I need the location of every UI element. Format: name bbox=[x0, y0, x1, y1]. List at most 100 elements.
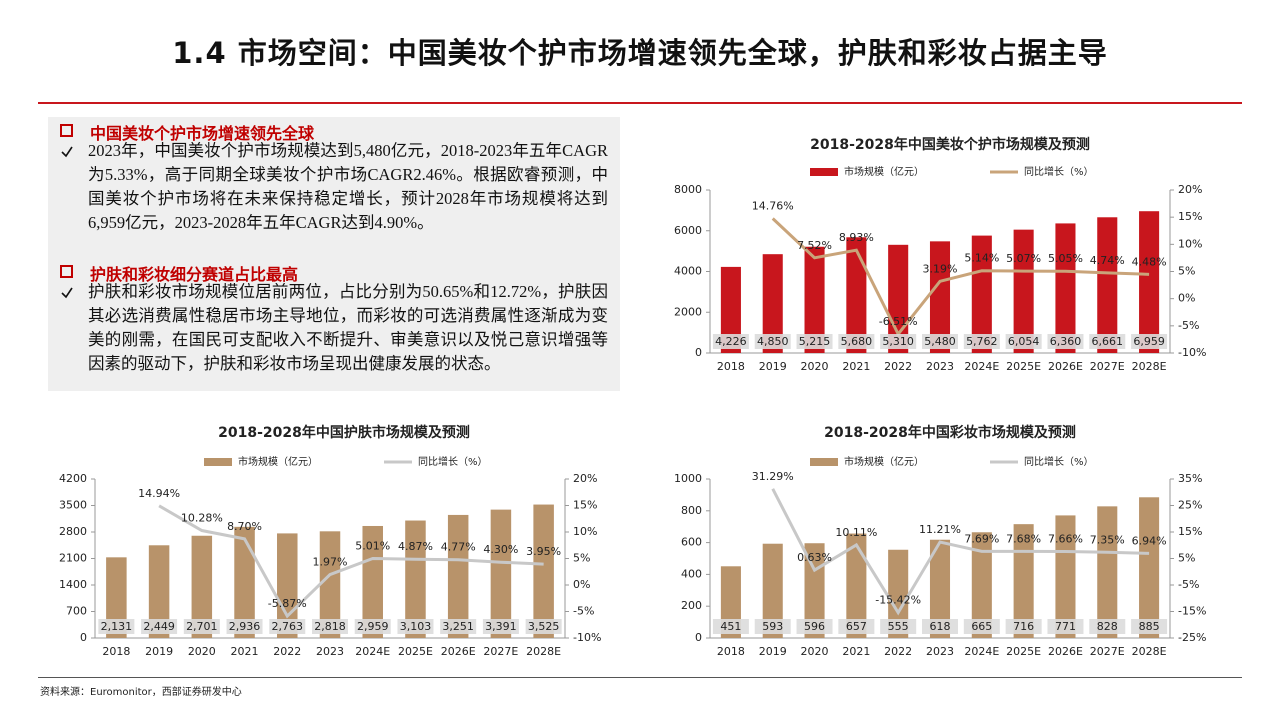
line-value-label: -5.87% bbox=[268, 597, 307, 610]
line-value-label: 7.52% bbox=[797, 239, 832, 252]
value-label-bg bbox=[922, 334, 958, 349]
x-tick-label: 2026E bbox=[1048, 360, 1083, 373]
bar-value-label: 6,661 bbox=[1092, 335, 1124, 348]
y-tick-label: 700 bbox=[66, 605, 87, 618]
footer-rule bbox=[38, 677, 1242, 678]
y-tick-label: 1000 bbox=[674, 472, 702, 485]
bar-value-label: 4,850 bbox=[757, 335, 789, 348]
chart-title: 2018-2028年中国美妆个护市场规模及预测 bbox=[810, 136, 1090, 153]
x-tick-label: 2024E bbox=[964, 360, 999, 373]
y-tick-label: 600 bbox=[681, 536, 702, 549]
value-label-bg bbox=[354, 619, 391, 634]
y2-tick-label: 20% bbox=[573, 472, 597, 485]
y-tick-label: 1400 bbox=[59, 578, 87, 591]
bar-value-label: 657 bbox=[846, 620, 867, 633]
line-value-label: 31.29% bbox=[752, 470, 794, 483]
value-label-bg bbox=[141, 619, 178, 634]
y2-tick-label: 10% bbox=[1178, 237, 1202, 250]
y2-tick-label: 0% bbox=[573, 578, 590, 591]
line-value-label: 1.97% bbox=[313, 556, 348, 569]
x-tick-label: 2028E bbox=[1132, 360, 1167, 373]
y-tick-label: 0 bbox=[695, 631, 702, 644]
x-tick-label: 2024E bbox=[964, 645, 999, 658]
slide-title: 1.4 市场空间：中国美妆个护市场增速领先全球，护肤和彩妆占据主导 bbox=[172, 36, 1108, 70]
y2-tick-label: -5% bbox=[1178, 319, 1199, 332]
line-value-label: 8.70% bbox=[227, 520, 262, 533]
bar-value-label: 2,959 bbox=[357, 620, 389, 633]
bar-value-label: 5,762 bbox=[966, 335, 998, 348]
y2-tick-label: 10% bbox=[573, 525, 597, 538]
legend-swatch bbox=[204, 458, 232, 466]
x-tick-label: 2023 bbox=[926, 360, 954, 373]
section-heading: 中国美妆个护市场增速领先全球 bbox=[60, 120, 314, 144]
section-heading: 护肤和彩妆细分赛道占比最高 bbox=[60, 261, 298, 285]
line-value-label: 14.94% bbox=[138, 487, 180, 500]
bar-value-label: 6,054 bbox=[1008, 335, 1040, 348]
x-tick-label: 2023 bbox=[926, 645, 954, 658]
bar-value-label: 3,103 bbox=[400, 620, 432, 633]
bar bbox=[533, 504, 554, 638]
value-label-bg bbox=[397, 619, 434, 634]
x-tick-label: 2020 bbox=[801, 645, 829, 658]
y-tick-label: 0 bbox=[695, 346, 702, 359]
value-label-bg bbox=[963, 334, 1000, 349]
bar bbox=[846, 533, 867, 638]
y2-tick-label: 15% bbox=[1178, 210, 1202, 223]
value-label-bg bbox=[880, 619, 917, 634]
line-series bbox=[771, 217, 1150, 337]
legend-label: 市场规模（亿元） bbox=[844, 455, 924, 468]
line-value-label: -6.51% bbox=[879, 315, 918, 328]
bar bbox=[929, 241, 951, 353]
value-label-bg bbox=[1089, 619, 1126, 634]
bar-value-label: 3,391 bbox=[485, 620, 517, 633]
y2-tick-label: -25% bbox=[1178, 631, 1206, 644]
bar-value-label: 5,680 bbox=[841, 335, 873, 348]
line-value-label: 5.14% bbox=[964, 252, 999, 265]
x-tick-label: 2025E bbox=[1006, 645, 1041, 658]
y2-tick-label: 5% bbox=[1178, 552, 1195, 565]
y2-tick-label: -5% bbox=[573, 605, 594, 618]
x-tick-label: 2020 bbox=[188, 645, 216, 658]
y-tick-label: 800 bbox=[681, 504, 702, 517]
y2-tick-label: -10% bbox=[573, 631, 601, 644]
value-label-bg bbox=[482, 619, 519, 634]
x-tick-label: 2021 bbox=[842, 645, 870, 658]
bar-value-label: 5,215 bbox=[799, 335, 831, 348]
y-tick-label: 3500 bbox=[59, 499, 87, 512]
bar bbox=[971, 235, 992, 353]
bar bbox=[1139, 497, 1160, 638]
x-tick-label: 2018 bbox=[717, 645, 745, 658]
line-value-label: 7.68% bbox=[1006, 532, 1041, 545]
line-value-label: 3.95% bbox=[526, 545, 561, 558]
line-value-label: 14.76% bbox=[752, 199, 794, 212]
x-tick-label: 2023 bbox=[316, 645, 344, 658]
bar-value-label: 665 bbox=[971, 620, 992, 633]
x-tick-label: 2026E bbox=[441, 645, 476, 658]
x-tick-label: 2021 bbox=[231, 645, 259, 658]
summary-box: 中国美妆个护市场增速领先全球 2023年，中国美妆个护市场规模达到5,480亿元… bbox=[48, 117, 620, 391]
bar-value-label: 2,763 bbox=[272, 620, 304, 633]
heading-text: 护肤和彩妆细分赛道占比最高 bbox=[90, 265, 299, 284]
chart-title: 2018-2028年中国护肤市场规模及预测 bbox=[218, 424, 470, 441]
value-label-bg bbox=[1047, 334, 1084, 349]
x-tick-label: 2022 bbox=[884, 360, 912, 373]
value-label-bg bbox=[1005, 619, 1042, 634]
bar bbox=[804, 246, 825, 353]
value-label-bg bbox=[440, 619, 477, 634]
bar bbox=[490, 509, 512, 638]
x-tick-label: 2026E bbox=[1048, 645, 1083, 658]
y2-tick-label: 0% bbox=[1178, 292, 1195, 305]
chart-title: 2018-2028年中国彩妆市场规模及预测 bbox=[824, 424, 1076, 441]
value-label-bg bbox=[183, 619, 220, 634]
y-tick-label: 2100 bbox=[59, 552, 87, 565]
value-label-bg bbox=[712, 334, 749, 349]
value-label-bg bbox=[1089, 334, 1126, 349]
value-label-bg bbox=[525, 619, 562, 634]
x-tick-label: 2027E bbox=[1090, 645, 1125, 658]
x-tick-label: 2021 bbox=[842, 360, 870, 373]
legend-label: 市场规模（亿元） bbox=[238, 455, 318, 468]
bar-value-label: 885 bbox=[1139, 620, 1160, 633]
value-label-bg bbox=[796, 619, 833, 634]
line-value-label: 7.66% bbox=[1048, 532, 1083, 545]
x-tick-label: 2018 bbox=[102, 645, 130, 658]
